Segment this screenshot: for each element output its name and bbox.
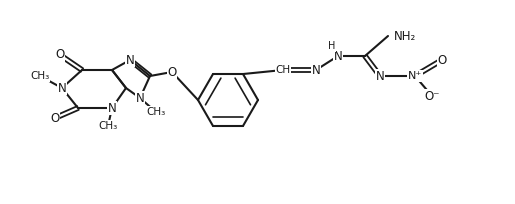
Text: O: O [56, 49, 64, 61]
Text: CH₃: CH₃ [146, 107, 166, 117]
Text: O⁻: O⁻ [424, 90, 440, 102]
Text: N: N [334, 50, 342, 62]
Text: N: N [312, 63, 320, 76]
Text: O: O [167, 65, 177, 79]
Text: N: N [375, 70, 384, 82]
Text: NH₂: NH₂ [394, 30, 416, 42]
Text: N: N [108, 102, 116, 114]
Text: H: H [329, 41, 336, 51]
Text: N: N [135, 92, 144, 104]
Text: CH: CH [276, 65, 290, 75]
Text: CH₃: CH₃ [30, 71, 49, 81]
Text: N: N [58, 82, 66, 94]
Text: N⁺: N⁺ [408, 71, 422, 81]
Text: O: O [437, 53, 447, 67]
Text: CH₃: CH₃ [98, 121, 117, 131]
Text: O: O [50, 112, 60, 124]
Text: N: N [126, 53, 134, 67]
